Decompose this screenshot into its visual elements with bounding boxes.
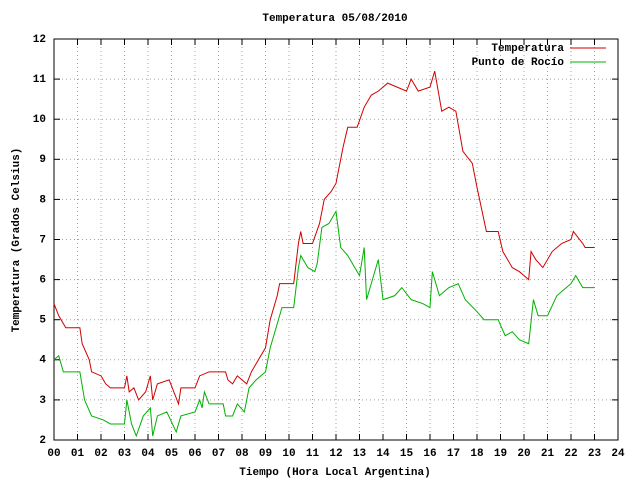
data-line xyxy=(53,70,595,406)
x-tick-label: 15 xyxy=(400,448,414,460)
y-tick-label: 10 xyxy=(33,114,46,126)
x-tick-label: 22 xyxy=(564,448,577,460)
y-axis-label: Temperatura (Grados Celsius) xyxy=(11,148,23,333)
x-tick-label: 16 xyxy=(423,448,436,460)
y-tick-label: 9 xyxy=(39,154,46,166)
legend-label: Punto de Rocío xyxy=(472,57,565,69)
x-tick-label: 06 xyxy=(188,448,201,460)
y-tick-label: 7 xyxy=(39,234,46,246)
y-tick-label: 2 xyxy=(39,435,46,447)
x-tick-label: 05 xyxy=(165,448,179,460)
plot-frame xyxy=(53,38,619,441)
y-tick-label: 12 xyxy=(33,34,46,46)
x-axis-label: Tiempo (Hora Local Argentina) xyxy=(239,467,430,479)
x-tick-label: 07 xyxy=(212,448,225,460)
x-tick-label: 24 xyxy=(611,448,625,460)
y-tick-label: 5 xyxy=(39,315,46,327)
legend-label: Temperatura xyxy=(491,43,564,55)
x-tick-label: 14 xyxy=(376,448,390,460)
x-tick-label: 08 xyxy=(235,448,249,460)
x-tick-label: 00 xyxy=(47,448,60,460)
x-tick-label: 17 xyxy=(447,448,460,460)
y-tick-label: 3 xyxy=(39,395,46,407)
x-tick-label: 11 xyxy=(306,448,320,460)
x-tick-label: 10 xyxy=(282,448,295,460)
x-tick-label: 20 xyxy=(517,448,530,460)
x-tick-label: 21 xyxy=(541,448,555,460)
x-tick-label: 09 xyxy=(259,448,272,460)
x-tick-label: 13 xyxy=(353,448,367,460)
x-tick-label: 19 xyxy=(494,448,507,460)
x-tick-label: 03 xyxy=(118,448,132,460)
y-tick-label: 11 xyxy=(33,74,47,86)
x-tick-label: 02 xyxy=(94,448,107,460)
x-tick-label: 12 xyxy=(329,448,342,460)
y-tick-label: 8 xyxy=(39,194,46,206)
x-tick-label: 01 xyxy=(71,448,85,460)
x-tick-label: 23 xyxy=(588,448,602,460)
y-tick-label: 6 xyxy=(39,275,46,287)
x-tick-label: 04 xyxy=(141,448,155,460)
data-line xyxy=(53,209,595,438)
chart-title: Temperatura 05/08/2010 xyxy=(262,13,407,25)
x-tick-label: 18 xyxy=(470,448,484,460)
y-tick-label: 4 xyxy=(39,355,46,367)
